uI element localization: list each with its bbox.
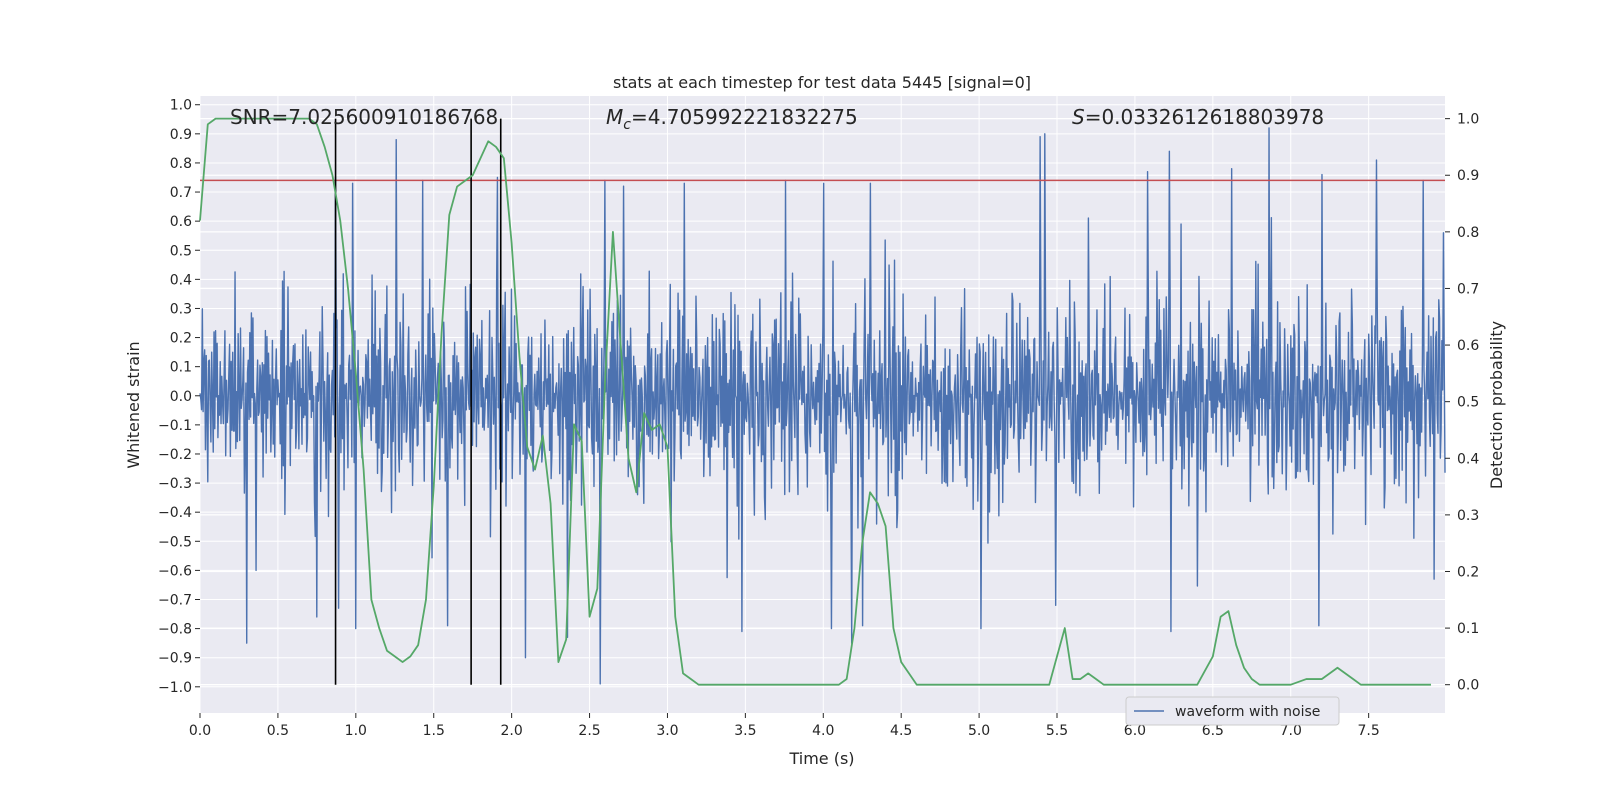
right-tick-label: 0.6 <box>1457 338 1479 354</box>
x-tick-label: 6.5 <box>1202 723 1224 739</box>
x-tick-label: 2.5 <box>578 723 600 739</box>
mc-symbol: M <box>606 105 623 129</box>
left-tick-label: 0.5 <box>170 243 192 259</box>
x-tick-label: 5.5 <box>1046 723 1068 739</box>
right-tick-label: 1.0 <box>1457 112 1479 128</box>
left-tick-label: −1.0 <box>158 680 192 696</box>
right-tick-label: 0.5 <box>1457 395 1479 411</box>
x-tick-label: 7.0 <box>1280 723 1302 739</box>
right-tick-label: 0.3 <box>1457 508 1479 524</box>
left-tick-label: −0.7 <box>158 592 192 608</box>
x-tick-label: 1.5 <box>423 723 445 739</box>
left-axis-ticks: 1.0 0.9 0.8 0.7 0.6 0.5 0.4 0.3 0.2 0.1 0.0 −0.1 −0.… <box>158 98 200 696</box>
left-tick-label: 0.3 <box>170 301 192 317</box>
right-tick-label: 0.4 <box>1457 451 1479 467</box>
legend-label: waveform with noise <box>1175 704 1320 720</box>
left-tick-label: 1.0 <box>170 98 192 114</box>
left-axis-label: Whitened strain <box>124 341 143 468</box>
left-tick-label: 0.7 <box>170 185 192 201</box>
right-axis-label: Detection probability <box>1487 321 1506 489</box>
x-tick-label: 5.0 <box>968 723 990 739</box>
right-axis-ticks: 1.0 0.9 0.8 0.7 0.6 0.5 0.4 0.3 0.2 0.1 0.0 <box>1445 112 1479 694</box>
left-tick-label: −0.3 <box>158 476 192 492</box>
left-tick-label: 0.4 <box>170 272 192 288</box>
right-tick-label: 0.0 <box>1457 678 1479 694</box>
left-tick-label: −0.4 <box>158 505 192 521</box>
x-tick-label: 1.0 <box>345 723 367 739</box>
x-tick-label: 4.5 <box>890 723 912 739</box>
x-tick-label: 0.5 <box>267 723 289 739</box>
s-value: =0.0332612618803978 <box>1085 105 1324 129</box>
x-tick-label: 2.0 <box>501 723 523 739</box>
right-tick-label: 0.1 <box>1457 621 1479 637</box>
x-tick-label: 6.0 <box>1124 723 1146 739</box>
left-tick-label: 0.6 <box>170 214 192 230</box>
waveform-line <box>199 127 1446 685</box>
right-tick-label: 0.9 <box>1457 168 1479 184</box>
chart-title: stats at each timestep for test data 544… <box>613 73 1031 92</box>
left-tick-label: −0.2 <box>158 447 192 463</box>
right-tick-label: 0.7 <box>1457 281 1479 297</box>
mc-annotation: Mc=4.705992221832275 <box>606 105 858 133</box>
snr-annotation: SNR=7.025600910186768 <box>230 105 498 129</box>
x-tick-label: 4.0 <box>812 723 834 739</box>
left-tick-label: −0.8 <box>158 622 192 638</box>
left-tick-label: 0.2 <box>170 331 192 347</box>
left-tick-label: −0.1 <box>158 418 192 434</box>
left-tick-label: 0.9 <box>170 127 192 143</box>
right-tick-label: 0.8 <box>1457 225 1479 241</box>
left-tick-label: −0.9 <box>158 651 192 667</box>
x-tick-label: 3.0 <box>656 723 678 739</box>
left-tick-label: 0.1 <box>170 360 192 376</box>
probability-series <box>199 117 1431 686</box>
left-tick-label: 0.0 <box>170 389 192 405</box>
s-annotation: S=0.0332612618803978 <box>1072 105 1324 129</box>
legend-box <box>1125 696 1340 726</box>
waveform-series <box>199 127 1446 685</box>
x-tick-label: 7.5 <box>1358 723 1380 739</box>
mc-value: =4.705992221832275 <box>631 105 858 129</box>
left-tick-label: −0.6 <box>158 563 192 579</box>
x-tick-label: 3.5 <box>734 723 756 739</box>
right-tick-label: 0.2 <box>1457 564 1479 580</box>
plot-area <box>199 96 1446 713</box>
mc-subscript: c <box>623 117 631 133</box>
x-axis-label: Time (s) <box>788 749 854 768</box>
probability-line <box>199 117 1431 686</box>
left-tick-label: 0.8 <box>170 156 192 172</box>
x-tick-label: 0.0 <box>189 723 211 739</box>
legend: waveform with noise <box>1125 696 1340 726</box>
s-symbol: S <box>1072 105 1085 129</box>
vertical-markers <box>334 118 502 685</box>
left-tick-label: −0.5 <box>158 534 192 550</box>
